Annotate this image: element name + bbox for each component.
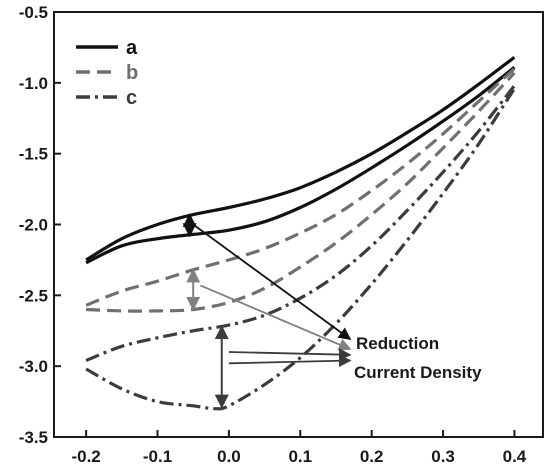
series-b-upper-line xyxy=(85,67,516,307)
marker-layer xyxy=(182,213,229,409)
legend-label-b: b xyxy=(126,62,138,84)
y-tick-label: -1.0 xyxy=(19,74,48,93)
series-c-lower-line xyxy=(85,87,516,411)
series-b-lower-line xyxy=(86,71,516,313)
plot-area: -0.2 -0.1 0.0 0.1 0.2 0.3 0.4 -0.5 -1.0 -1.5 -2.0 -… xyxy=(19,3,544,466)
annotation-arrow xyxy=(228,348,352,361)
x-tick-label: 0.1 xyxy=(288,447,312,466)
series-layer xyxy=(85,56,516,411)
annotation-label-reduction: Reduction xyxy=(356,334,439,353)
x-tick-label: 0.0 xyxy=(217,447,241,466)
series-a-upper-line xyxy=(85,56,516,262)
y-tick-label: -0.5 xyxy=(19,3,48,22)
series-c-upper-line xyxy=(85,84,516,362)
legend-label-a: a xyxy=(126,37,138,59)
y-tick-label: -3.0 xyxy=(19,357,48,376)
series-a-lower-line xyxy=(85,66,516,265)
annotation-arrow xyxy=(228,354,352,368)
annotation-arrows xyxy=(192,223,352,368)
annotation-label-current-density: Current Density xyxy=(354,363,482,382)
x-tick-label: -0.2 xyxy=(71,447,100,466)
x-tick-label: -0.1 xyxy=(143,447,172,466)
x-tick-label: 0.2 xyxy=(360,447,384,466)
y-tick-label: -1.5 xyxy=(19,145,48,164)
y-tick-label: -2.0 xyxy=(19,216,48,235)
y-tick-label: -3.5 xyxy=(19,428,48,447)
annotation-arrow xyxy=(192,223,352,340)
legend-label-c: c xyxy=(126,87,137,109)
x-tick-label: 0.4 xyxy=(503,447,527,466)
y-tick-label: -2.5 xyxy=(19,286,48,305)
annotation-arrow xyxy=(199,284,352,351)
x-tick-label: 0.3 xyxy=(431,447,455,466)
legend: abc xyxy=(76,37,138,109)
